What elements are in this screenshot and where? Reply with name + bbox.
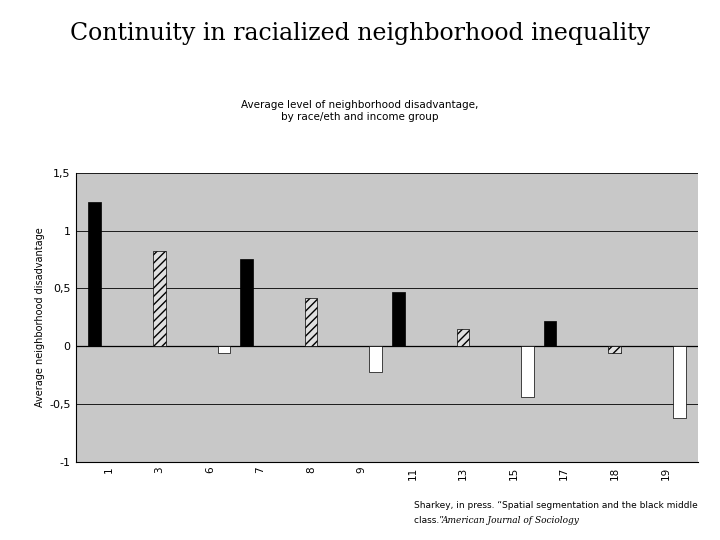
Bar <box>673 346 686 418</box>
Text: class.”: class.” <box>414 516 446 525</box>
Text: Average level of neighborhood disadvantage,
by race/eth and income group: Average level of neighborhood disadvanta… <box>241 100 479 122</box>
Bar <box>456 329 469 346</box>
Bar <box>608 346 621 353</box>
Bar <box>305 298 318 346</box>
Y-axis label: Average neighborhood disadvantage: Average neighborhood disadvantage <box>35 227 45 407</box>
Bar <box>521 346 534 397</box>
Bar <box>240 259 253 346</box>
Bar <box>544 321 557 346</box>
Text: Sharkey, in press. “Spatial segmentation and the black middle: Sharkey, in press. “Spatial segmentation… <box>414 501 698 510</box>
Text: Continuity in racialized neighborhood inequality: Continuity in racialized neighborhood in… <box>70 22 650 45</box>
Bar <box>88 201 101 346</box>
Bar <box>217 346 230 353</box>
Bar <box>153 252 166 346</box>
Bar <box>392 292 405 346</box>
Text: American Journal of Sociology: American Journal of Sociology <box>442 516 580 525</box>
Bar <box>369 346 382 372</box>
